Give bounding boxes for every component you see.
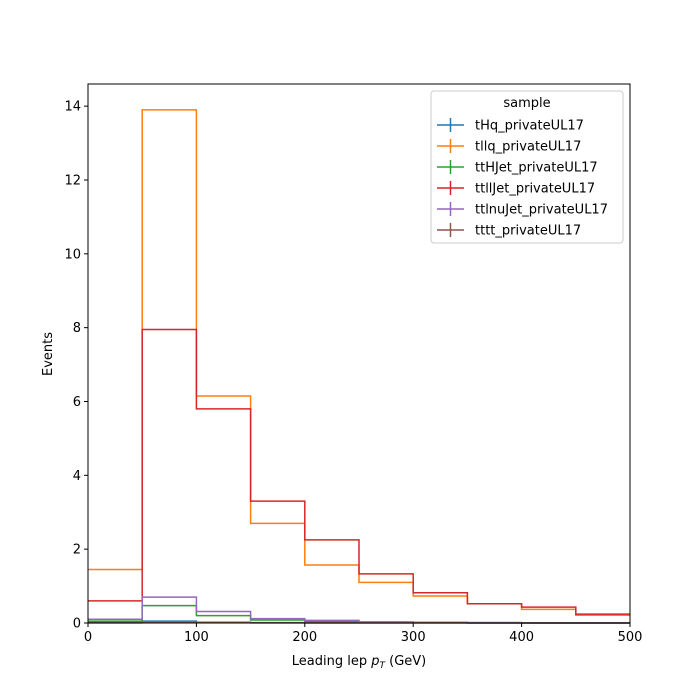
x-tick-label: 500 [618, 630, 643, 645]
x-tick-label: 100 [184, 630, 209, 645]
legend-entry-label: tttt_privateUL17 [475, 224, 581, 239]
y-tick-label: 0 [73, 617, 81, 632]
series-step-ttllJet_privateUL17 [88, 328, 630, 616]
legend: sample tHq_privateUL17 tllq_privateUL17tt… [430, 90, 624, 244]
axis-ticks: 0 100 200 300 400 500 0 2 4 6 8 10 12 14 [64, 100, 642, 645]
legend-entry-label: ttHJet_privateUL17 [475, 161, 598, 176]
x-tick-label: 0 [84, 630, 92, 645]
y-tick-label: 8 [73, 321, 81, 336]
x-axis-label-main: Leading lep [292, 654, 371, 669]
legend-entry-label: tllq_privateUL17 [475, 140, 581, 155]
x-axis-label-subscript: T [379, 661, 386, 671]
y-tick-label: 14 [64, 100, 81, 115]
y-tick-label: 10 [64, 247, 81, 262]
y-tick-label: 2 [73, 543, 81, 558]
x-tick-label: 200 [292, 630, 317, 645]
legend-box [430, 90, 624, 244]
legend-title: sample [503, 96, 550, 111]
legend-entry-label: tHq_privateUL17 [475, 119, 584, 134]
x-tick-label: 400 [509, 630, 534, 645]
plot-frame [87, 83, 631, 624]
legend-entry-label: ttllJet_privateUL17 [475, 182, 595, 197]
y-tick-label: 12 [64, 173, 81, 188]
x-tick-label: 300 [401, 630, 426, 645]
y-tick-label: 4 [73, 469, 81, 484]
x-axis-label-unit: (GeV) [385, 654, 426, 669]
y-tick-label: 6 [73, 395, 81, 410]
y-axis-label: Events [41, 332, 56, 376]
x-axis-label-symbol: p [370, 654, 379, 669]
x-axis-label: Leading lep pT (GeV) [292, 654, 426, 671]
legend-entry-label: ttlnuJet_privateUL17 [475, 203, 608, 218]
